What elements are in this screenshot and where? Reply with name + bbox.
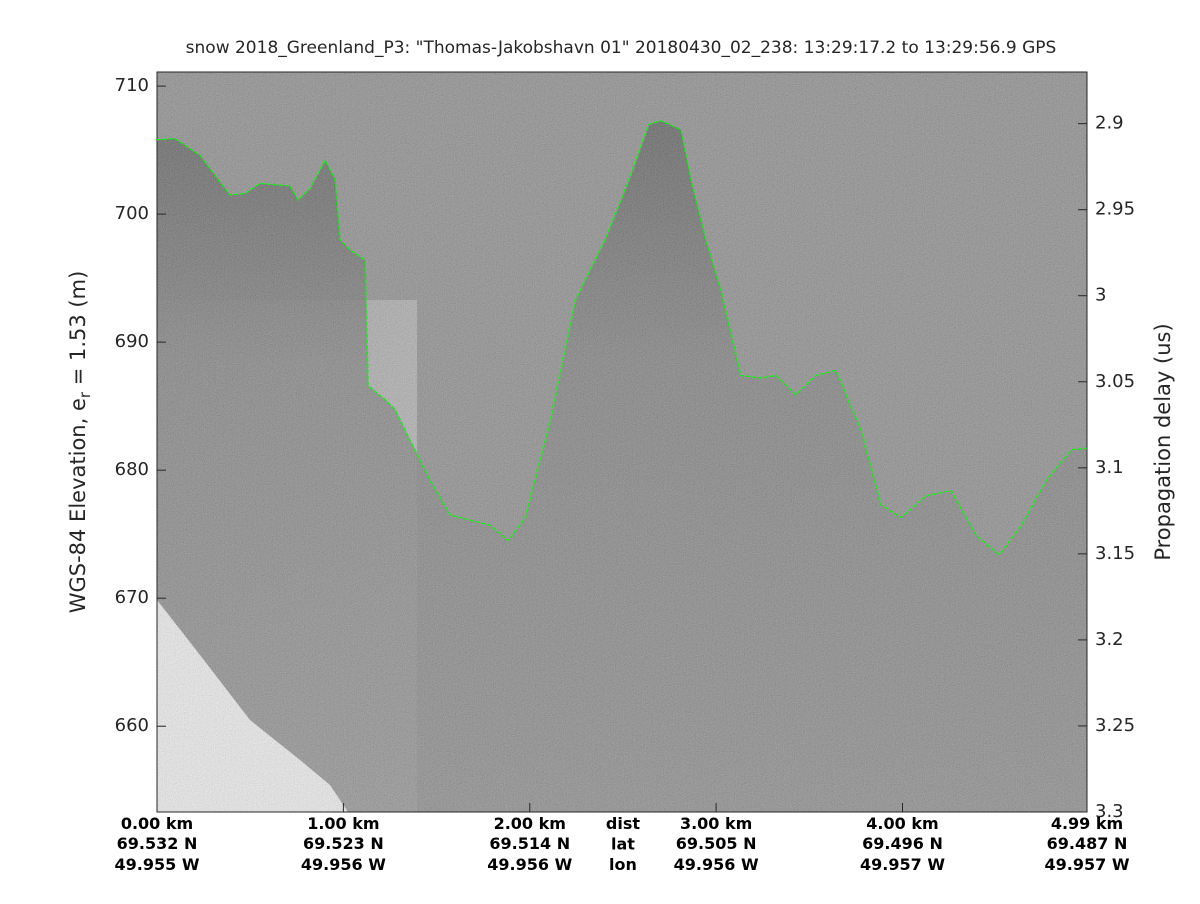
lat-label: 69.523 N [303, 834, 384, 853]
y-tick-label: 690 [115, 331, 149, 352]
x-tick-label: 2.00 km [494, 814, 566, 833]
plot-frame [156, 71, 1088, 813]
lat-label: 69.505 N [676, 834, 757, 853]
lat-label: 69.487 N [1047, 834, 1128, 853]
y2-axis-label: Propagation delay (us) [1151, 323, 1175, 560]
chart-title: snow 2018_Greenland_P3: "Thomas-Jakobsha… [186, 38, 1057, 58]
lat-label: 69.532 N [117, 834, 198, 853]
image-noise [157, 72, 1087, 812]
y-tick-label: 680 [115, 459, 149, 480]
lon-label: 49.955 W [115, 855, 200, 874]
x-tick-label: 1.00 km [307, 814, 379, 833]
y-label-sub: r [76, 391, 94, 398]
y2-tick-label: 3.25 [1095, 715, 1135, 736]
y-tick-label: 700 [115, 203, 149, 224]
y-tick-label: 710 [115, 75, 149, 96]
lon-label: 49.957 W [860, 855, 945, 874]
y-label-main: WGS-84 Elevation, e [66, 398, 90, 613]
y-label-rest: = 1.53 (m) [66, 271, 90, 392]
lon-label: 49.956 W [674, 855, 759, 874]
lon-label: 49.956 W [487, 855, 572, 874]
y-tick-label: 660 [115, 715, 149, 736]
lon-label: 49.956 W [301, 855, 386, 874]
row-label: dist [606, 814, 640, 833]
lat-label: 69.496 N [862, 834, 943, 853]
lon-label: 49.957 W [1045, 855, 1130, 874]
y2-tick-label: 2.95 [1095, 199, 1135, 220]
echogram-image [157, 72, 1087, 812]
x-tick-label: 4.00 km [866, 814, 938, 833]
row-label: lat [611, 835, 635, 854]
x-tick-label: 0.00 km [121, 814, 193, 833]
y2-tick-label: 3 [1095, 285, 1106, 306]
x-tick-label: 3.00 km [680, 814, 752, 833]
x-tick-label: 4.99 km [1051, 814, 1123, 833]
y2-tick-label: 3.3 [1095, 801, 1124, 822]
y2-tick-label: 3.05 [1095, 371, 1135, 392]
y2-tick-label: 3.1 [1095, 457, 1124, 478]
y-tick-label: 670 [115, 587, 149, 608]
surface-line [156, 120, 1088, 556]
row-label: lon [609, 855, 637, 874]
y-axis-label: WGS-84 Elevation, er = 1.53 (m) [66, 271, 94, 614]
y2-tick-label: 2.9 [1095, 113, 1124, 134]
y2-tick-label: 3.15 [1095, 543, 1135, 564]
y2-tick-label: 3.2 [1095, 629, 1124, 650]
lat-label: 69.514 N [489, 834, 570, 853]
